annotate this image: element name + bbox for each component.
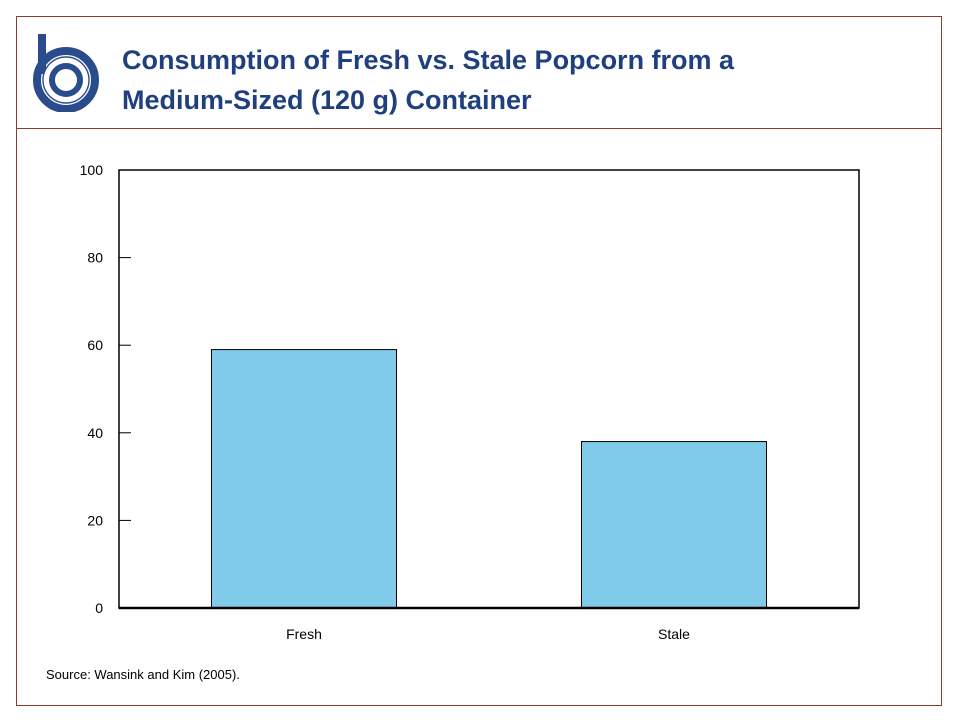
slide-frame: [16, 16, 942, 706]
source-note: Source: Wansink and Kim (2005).: [46, 667, 240, 682]
bar-fresh: [211, 349, 397, 609]
bar-stale: [581, 441, 767, 609]
header-divider: [16, 128, 942, 129]
y-tick-label: 40: [87, 425, 103, 441]
y-tick-label: 100: [80, 162, 104, 178]
page-title: Consumption of Fresh vs. Stale Popcorn f…: [122, 40, 922, 120]
x-tick-label: Fresh: [286, 626, 322, 642]
y-tick-label: 0: [95, 600, 103, 616]
y-tick-label: 20: [87, 512, 103, 528]
y-tick-label: 80: [87, 250, 103, 266]
b-logo-icon: [33, 34, 99, 112]
title-line-1: Consumption of Fresh vs. Stale Popcorn f…: [122, 45, 735, 75]
y-tick-label: 60: [87, 337, 103, 353]
x-tick-label: Stale: [658, 626, 690, 642]
title-line-2: Medium-Sized (120 g) Container: [122, 85, 532, 115]
